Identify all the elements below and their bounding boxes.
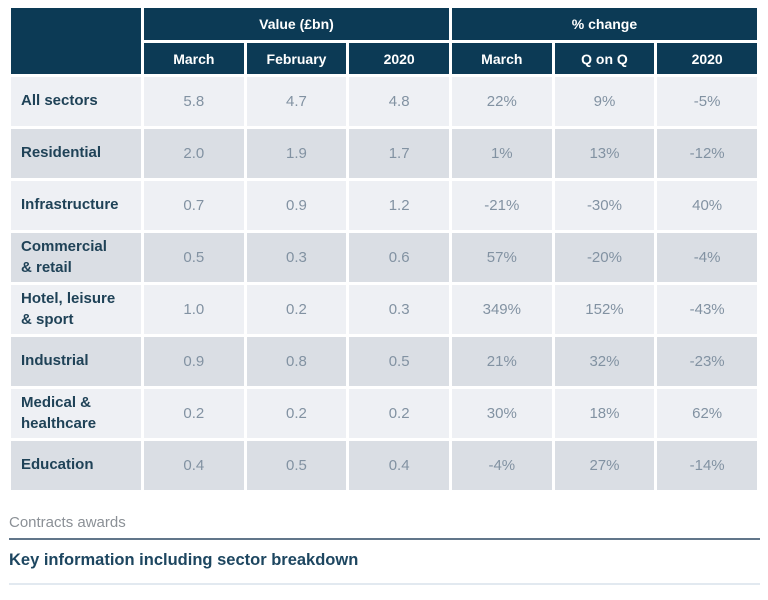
cell-value: 152% (554, 285, 655, 334)
cell-value: 0.2 (144, 389, 244, 438)
cell-value: 349% (451, 285, 552, 334)
tab-contracts-awards[interactable]: Contracts awards (9, 514, 126, 531)
cell-value: -23% (657, 337, 757, 386)
cell-value: 27% (554, 441, 655, 490)
sector-label: Industrial (11, 337, 141, 386)
cell-value: 62% (657, 389, 757, 438)
column-header-2020-value: 2020 (349, 43, 449, 74)
column-header-february-value: February (246, 43, 347, 74)
cell-value: 4.7 (246, 77, 347, 126)
corner-cell (11, 8, 141, 74)
cell-value: 0.4 (144, 441, 244, 490)
cell-value: 0.5 (246, 441, 347, 490)
cell-value: 18% (554, 389, 655, 438)
sector-label: Hotel, leisure & sport (11, 285, 141, 334)
sector-label: Commercial & retail (11, 233, 141, 282)
cell-value: 40% (657, 181, 757, 230)
cell-value: 4.8 (349, 77, 449, 126)
cell-value: -4% (451, 441, 552, 490)
column-header-march-pct: March (451, 43, 552, 74)
cell-value: 0.6 (349, 233, 449, 282)
cell-value: 0.2 (246, 285, 347, 334)
sector-label: Education (11, 441, 141, 490)
cell-value: 22% (451, 77, 552, 126)
footer: Contracts awards Key information includi… (8, 514, 760, 585)
cell-value: 0.7 (144, 181, 244, 230)
column-header-q-on-q: Q on Q (554, 43, 655, 74)
table-row: Industrial 0.9 0.8 0.5 21% 32% -23% (11, 337, 757, 386)
cell-value: 5.8 (144, 77, 244, 126)
sector-label: Medical & healthcare (11, 389, 141, 438)
tab-underline (9, 538, 760, 540)
table-caption: Key information including sector breakdo… (9, 551, 359, 569)
cell-value: 57% (451, 233, 552, 282)
table-row: Infrastructure 0.7 0.9 1.2 -21% -30% 40% (11, 181, 757, 230)
cell-value: 1.9 (246, 129, 347, 178)
cell-value: -21% (451, 181, 552, 230)
cell-value: -4% (657, 233, 757, 282)
bottom-divider (9, 583, 760, 585)
cell-value: -12% (657, 129, 757, 178)
cell-value: 1% (451, 129, 552, 178)
cell-value: 2.0 (144, 129, 244, 178)
cell-value: -5% (657, 77, 757, 126)
group-header-value: Value (£bn) (144, 8, 449, 40)
cell-value: 0.2 (246, 389, 347, 438)
table-row: Hotel, leisure & sport 1.0 0.2 0.3 349% … (11, 285, 757, 334)
table-header: Value (£bn) % change March February 2020… (11, 8, 757, 74)
cell-value: 0.2 (349, 389, 449, 438)
cell-value: 1.0 (144, 285, 244, 334)
sector-label: All sectors (11, 77, 141, 126)
cell-value: -30% (554, 181, 655, 230)
cell-value: -14% (657, 441, 757, 490)
cell-value: 0.5 (144, 233, 244, 282)
cell-value: 9% (554, 77, 655, 126)
table-row: Commercial & retail 0.5 0.3 0.6 57% -20%… (11, 233, 757, 282)
cell-value: 1.7 (349, 129, 449, 178)
table-row: All sectors 5.8 4.7 4.8 22% 9% -5% (11, 77, 757, 126)
cell-value: 1.2 (349, 181, 449, 230)
table-row: Education 0.4 0.5 0.4 -4% 27% -14% (11, 441, 757, 490)
table-row: Residential 2.0 1.9 1.7 1% 13% -12% (11, 129, 757, 178)
cell-value: -20% (554, 233, 655, 282)
sector-label: Residential (11, 129, 141, 178)
column-header-march-value: March (144, 43, 244, 74)
cell-value: 0.5 (349, 337, 449, 386)
cell-value: 0.8 (246, 337, 347, 386)
table-row: Medical & healthcare 0.2 0.2 0.2 30% 18%… (11, 389, 757, 438)
sector-label: Infrastructure (11, 181, 141, 230)
cell-value: 32% (554, 337, 655, 386)
cell-value: 0.9 (246, 181, 347, 230)
group-header-pct-change: % change (451, 8, 757, 40)
cell-value: 0.3 (246, 233, 347, 282)
cell-value: 0.4 (349, 441, 449, 490)
cell-value: 0.3 (349, 285, 449, 334)
cell-value: 21% (451, 337, 552, 386)
cell-value: 0.9 (144, 337, 244, 386)
cell-value: 30% (451, 389, 552, 438)
sector-table: Value (£bn) % change March February 2020… (8, 5, 760, 493)
column-header-2020-pct: 2020 (657, 43, 757, 74)
cell-value: 13% (554, 129, 655, 178)
cell-value: -43% (657, 285, 757, 334)
